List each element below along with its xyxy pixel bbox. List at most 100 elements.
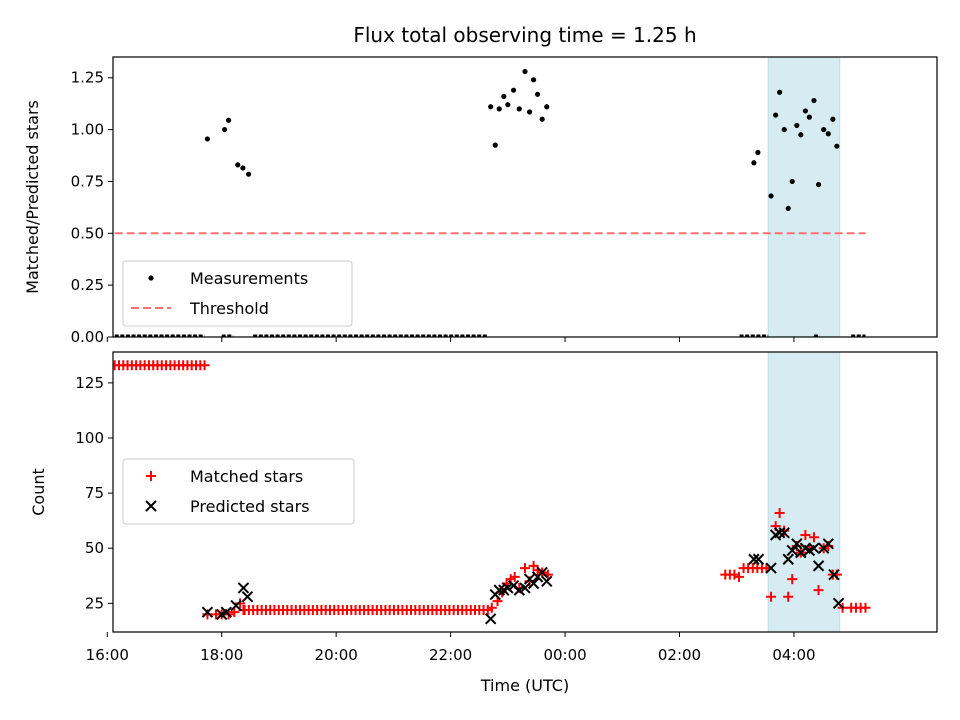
predicted-star-point-25 [782,553,794,565]
predicted-star-point-13 [519,582,531,594]
predicted-star-point-19 [748,553,760,565]
chart-title: Flux total observing time = 1.25 h [353,23,696,47]
measurement-point-26 [789,178,795,185]
ratio-y-tick-label-5: 1.25 [71,69,104,87]
ratio-y-tick-label-0: 0.00 [71,328,104,346]
count-legend-marker-1 [145,500,157,512]
measurement-point-36 [834,143,840,149]
measurement-point-27 [794,122,800,129]
matched-star-point-98 [520,563,530,574]
ratio-y-tick-label-3: 0.75 [71,172,104,190]
ratio-plot-area [114,57,866,337]
measurement-point-20 [755,149,761,156]
predicted-star-point-26 [786,544,798,557]
predicted-star-point-32 [812,560,825,572]
predicted-star-point-4 [237,582,250,594]
count-plot-area [113,352,871,632]
measurement-point-13 [522,68,528,75]
ratio-y-tick-label-1: 0.25 [71,276,104,294]
predicted-star-point-24 [778,527,790,539]
predicted-star-point-3 [230,599,242,612]
measurement-point-12 [516,106,522,112]
matched-star-point-116 [774,507,785,518]
measurement-point-24 [781,126,787,133]
measurement-point-25 [785,205,791,212]
x-tick-label-1: 18:00 [200,646,243,664]
count-y-tick-label-1: 50 [85,539,104,557]
measurement-point-0 [204,136,211,142]
measurement-point-17 [539,116,545,122]
count-legend: Matched stars Predicted stars [122,458,355,525]
measurement-point-9 [501,93,507,100]
measurement-point-35 [830,116,836,122]
measurement-point-7 [492,142,498,148]
measurement-point-33 [821,126,827,133]
matched-star-point-83 [860,602,871,613]
predicted-star-point-27 [791,538,803,550]
count-y-axis-label: Count [29,468,48,516]
measurement-point-32 [815,181,822,188]
x-tick-label-4: 00:00 [543,646,586,664]
predicted-star-point-17 [536,566,548,579]
ratio-y-tick-label-2: 0.50 [71,224,104,242]
ratio-legend: Measurements Threshold [122,260,353,327]
measurement-point-22 [773,112,779,118]
matched-star-point-122 [800,529,811,540]
count-panel: 25 50 75 100 125 16:00 18:00 20:00 22:00 00:00 02:… [75,351,938,664]
ratio-legend-label-1: Threshold [189,299,269,318]
measurement-point-6 [488,104,494,110]
measurement-point-16 [534,91,541,97]
x-tick-label-6: 04:00 [772,646,815,664]
measurement-point-2 [225,117,232,123]
predicted-star-point-23 [773,527,786,539]
measurement-point-28 [798,132,804,138]
matched-star-point-124 [808,532,819,543]
measurement-point-18 [544,104,550,110]
measurement-point-29 [802,108,808,114]
measurement-point-23 [777,89,783,95]
measurement-point-30 [806,114,812,120]
count-y-tick-label-0: 25 [85,594,104,612]
ratio-panel: 0.00 0.25 0.50 0.75 1.00 1.25 Measurements Thre… [71,56,938,346]
count-axes-frame [112,351,938,633]
measurement-point-14 [526,109,533,115]
predicted-star-point-34 [822,538,834,550]
matched-star-point-91 [486,602,497,613]
count-legend-frame [122,458,355,525]
measurement-point-5 [246,171,252,177]
x-tick-label-2: 20:00 [315,646,358,664]
measurement-point-21 [768,193,774,199]
count-legend-label-1: Predicted stars [190,497,310,516]
predicted-star-point-0 [201,606,214,618]
predicted-star-point-21 [765,562,777,574]
measurement-point-34 [825,131,831,137]
matched-star-point-106 [729,569,740,580]
matched-star-point-21 [199,360,210,371]
x-tick-label-5: 02:00 [658,646,701,664]
count-y-tick-label-3: 100 [75,429,104,447]
predicted-star-point-18 [541,575,553,587]
ratio-highlight-span [767,57,841,337]
matched-star-point-114 [766,591,777,602]
matched-star-point-107 [734,571,745,582]
measurement-point-19 [751,160,757,166]
matched-star-point-125 [813,585,824,596]
matched-star-point-119 [787,574,798,585]
measurement-point-1 [221,126,228,133]
predicted-star-point-31 [808,542,820,554]
x-tick-label-0: 16:00 [86,646,129,664]
measurement-point-31 [811,97,817,104]
ratio-y-tick-label-4: 1.00 [71,121,104,139]
predicted-star-point-6 [484,613,497,625]
x-tick-label-3: 22:00 [429,646,472,664]
count-legend-marker-0 [146,471,156,481]
ratio-axes-frame [112,56,938,338]
ratio-y-axis-label: Matched/Predicted stars [23,100,42,294]
measurement-point-8 [496,106,502,112]
predicted-star-point-15 [527,577,540,590]
predicted-star-point-2 [220,606,233,618]
predicted-star-point-8 [493,584,505,596]
matched-star-point-96 [509,571,520,582]
ratio-legend-frame [122,260,353,327]
measurement-point-4 [240,165,246,171]
